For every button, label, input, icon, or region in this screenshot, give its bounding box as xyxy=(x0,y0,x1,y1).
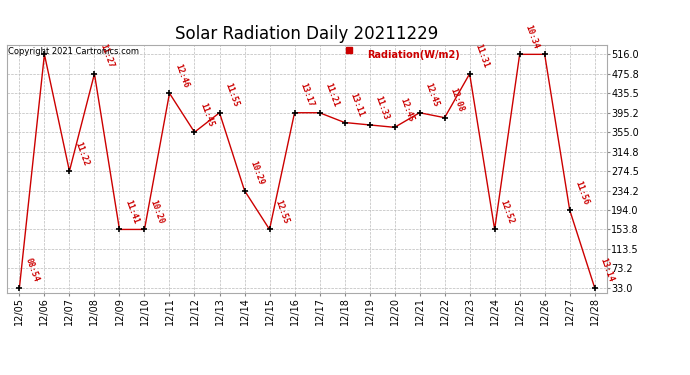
Text: Radiation(W/m2): Radiation(W/m2) xyxy=(367,50,460,60)
Text: 12:46: 12:46 xyxy=(174,63,190,89)
Text: 11:55: 11:55 xyxy=(224,82,241,109)
Text: 11:45: 11:45 xyxy=(199,101,216,128)
Text: 11:41: 11:41 xyxy=(124,199,141,225)
Text: 08:54: 08:54 xyxy=(23,257,41,284)
Text: 11:56: 11:56 xyxy=(574,179,591,206)
Text: 12:55: 12:55 xyxy=(274,199,290,225)
Text: 12:45: 12:45 xyxy=(424,82,441,109)
Text: 13:14: 13:14 xyxy=(599,257,616,284)
Text: 11:21: 11:21 xyxy=(324,82,341,109)
Text: 12:45: 12:45 xyxy=(399,97,416,123)
Text: 11:31: 11:31 xyxy=(474,43,491,70)
Text: 10:29: 10:29 xyxy=(248,160,266,186)
Text: 10:34: 10:34 xyxy=(524,24,541,50)
Text: Copyright 2021 Cartronics.com: Copyright 2021 Cartronics.com xyxy=(8,48,139,57)
Text: 12:08: 12:08 xyxy=(448,87,466,114)
Text: 11:33: 11:33 xyxy=(374,94,391,121)
Text: 13:17: 13:17 xyxy=(299,82,316,109)
Title: Solar Radiation Daily 20211229: Solar Radiation Daily 20211229 xyxy=(175,26,439,44)
Text: 12:52: 12:52 xyxy=(499,199,516,225)
Text: 11:22: 11:22 xyxy=(74,140,90,167)
Text: 10:20: 10:20 xyxy=(148,199,166,225)
Text: 11:27: 11:27 xyxy=(99,43,116,70)
Text: 13:11: 13:11 xyxy=(348,92,366,118)
